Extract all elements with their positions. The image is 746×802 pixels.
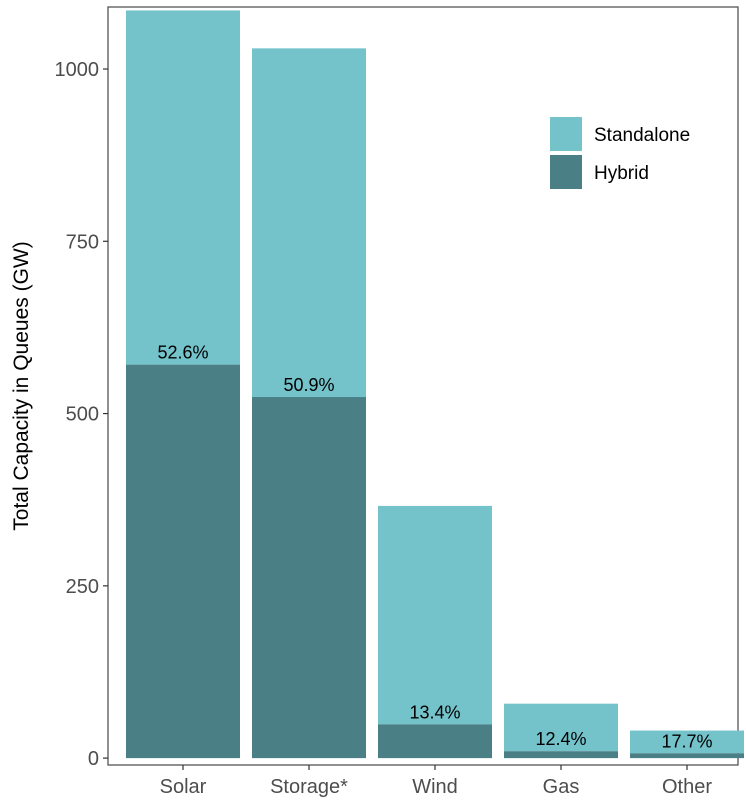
bar-standalone-gas bbox=[504, 703, 618, 752]
legend-swatch-standalone bbox=[550, 117, 582, 151]
legend-label-standalone: Standalone bbox=[594, 125, 690, 146]
x-tick-label: Storage* bbox=[270, 776, 348, 798]
y-tick-label: 1000 bbox=[55, 59, 100, 81]
y-tick-label: 250 bbox=[66, 576, 99, 598]
y-axis-title: Total Capacity in Queues (GW) bbox=[10, 241, 33, 530]
bar-percent-label: 13.4% bbox=[409, 702, 460, 722]
data-labels: 52.6% 50.9% 13.4% 12.4% 17.7% bbox=[157, 343, 712, 752]
bar-percent-label: 50.9% bbox=[283, 375, 334, 395]
bar-hybrid-solar bbox=[126, 364, 240, 759]
bar-standalone-storage bbox=[252, 48, 366, 398]
bar-percent-label: 52.6% bbox=[157, 343, 208, 363]
bars bbox=[126, 10, 744, 759]
x-tick-label: Wind bbox=[412, 776, 458, 798]
x-tick-label: Gas bbox=[543, 776, 580, 798]
bar-hybrid-other bbox=[630, 753, 744, 759]
y-tick-label: 0 bbox=[88, 748, 99, 770]
bar-hybrid-storage bbox=[252, 397, 366, 759]
legend-swatch-hybrid bbox=[550, 155, 582, 189]
x-tick-label: Solar bbox=[160, 776, 207, 798]
y-axis: 0 250 500 750 1000 bbox=[55, 59, 108, 770]
y-tick-label: 750 bbox=[66, 231, 99, 253]
bar-standalone-other bbox=[630, 730, 744, 754]
legend-label-hybrid: Hybrid bbox=[594, 163, 649, 184]
bar-standalone-solar bbox=[126, 10, 240, 365]
bar-percent-label: 17.7% bbox=[661, 731, 712, 751]
bar-standalone-wind bbox=[378, 505, 492, 725]
legend: Standalone Hybrid bbox=[550, 117, 690, 189]
bar-hybrid-wind bbox=[378, 724, 492, 759]
x-axis: Solar Storage* Wind Gas Other bbox=[160, 765, 712, 798]
x-tick-label: Other bbox=[662, 776, 712, 798]
bar-percent-label: 12.4% bbox=[535, 729, 586, 749]
bar-hybrid-gas bbox=[504, 751, 618, 759]
y-tick-label: 500 bbox=[66, 404, 99, 426]
